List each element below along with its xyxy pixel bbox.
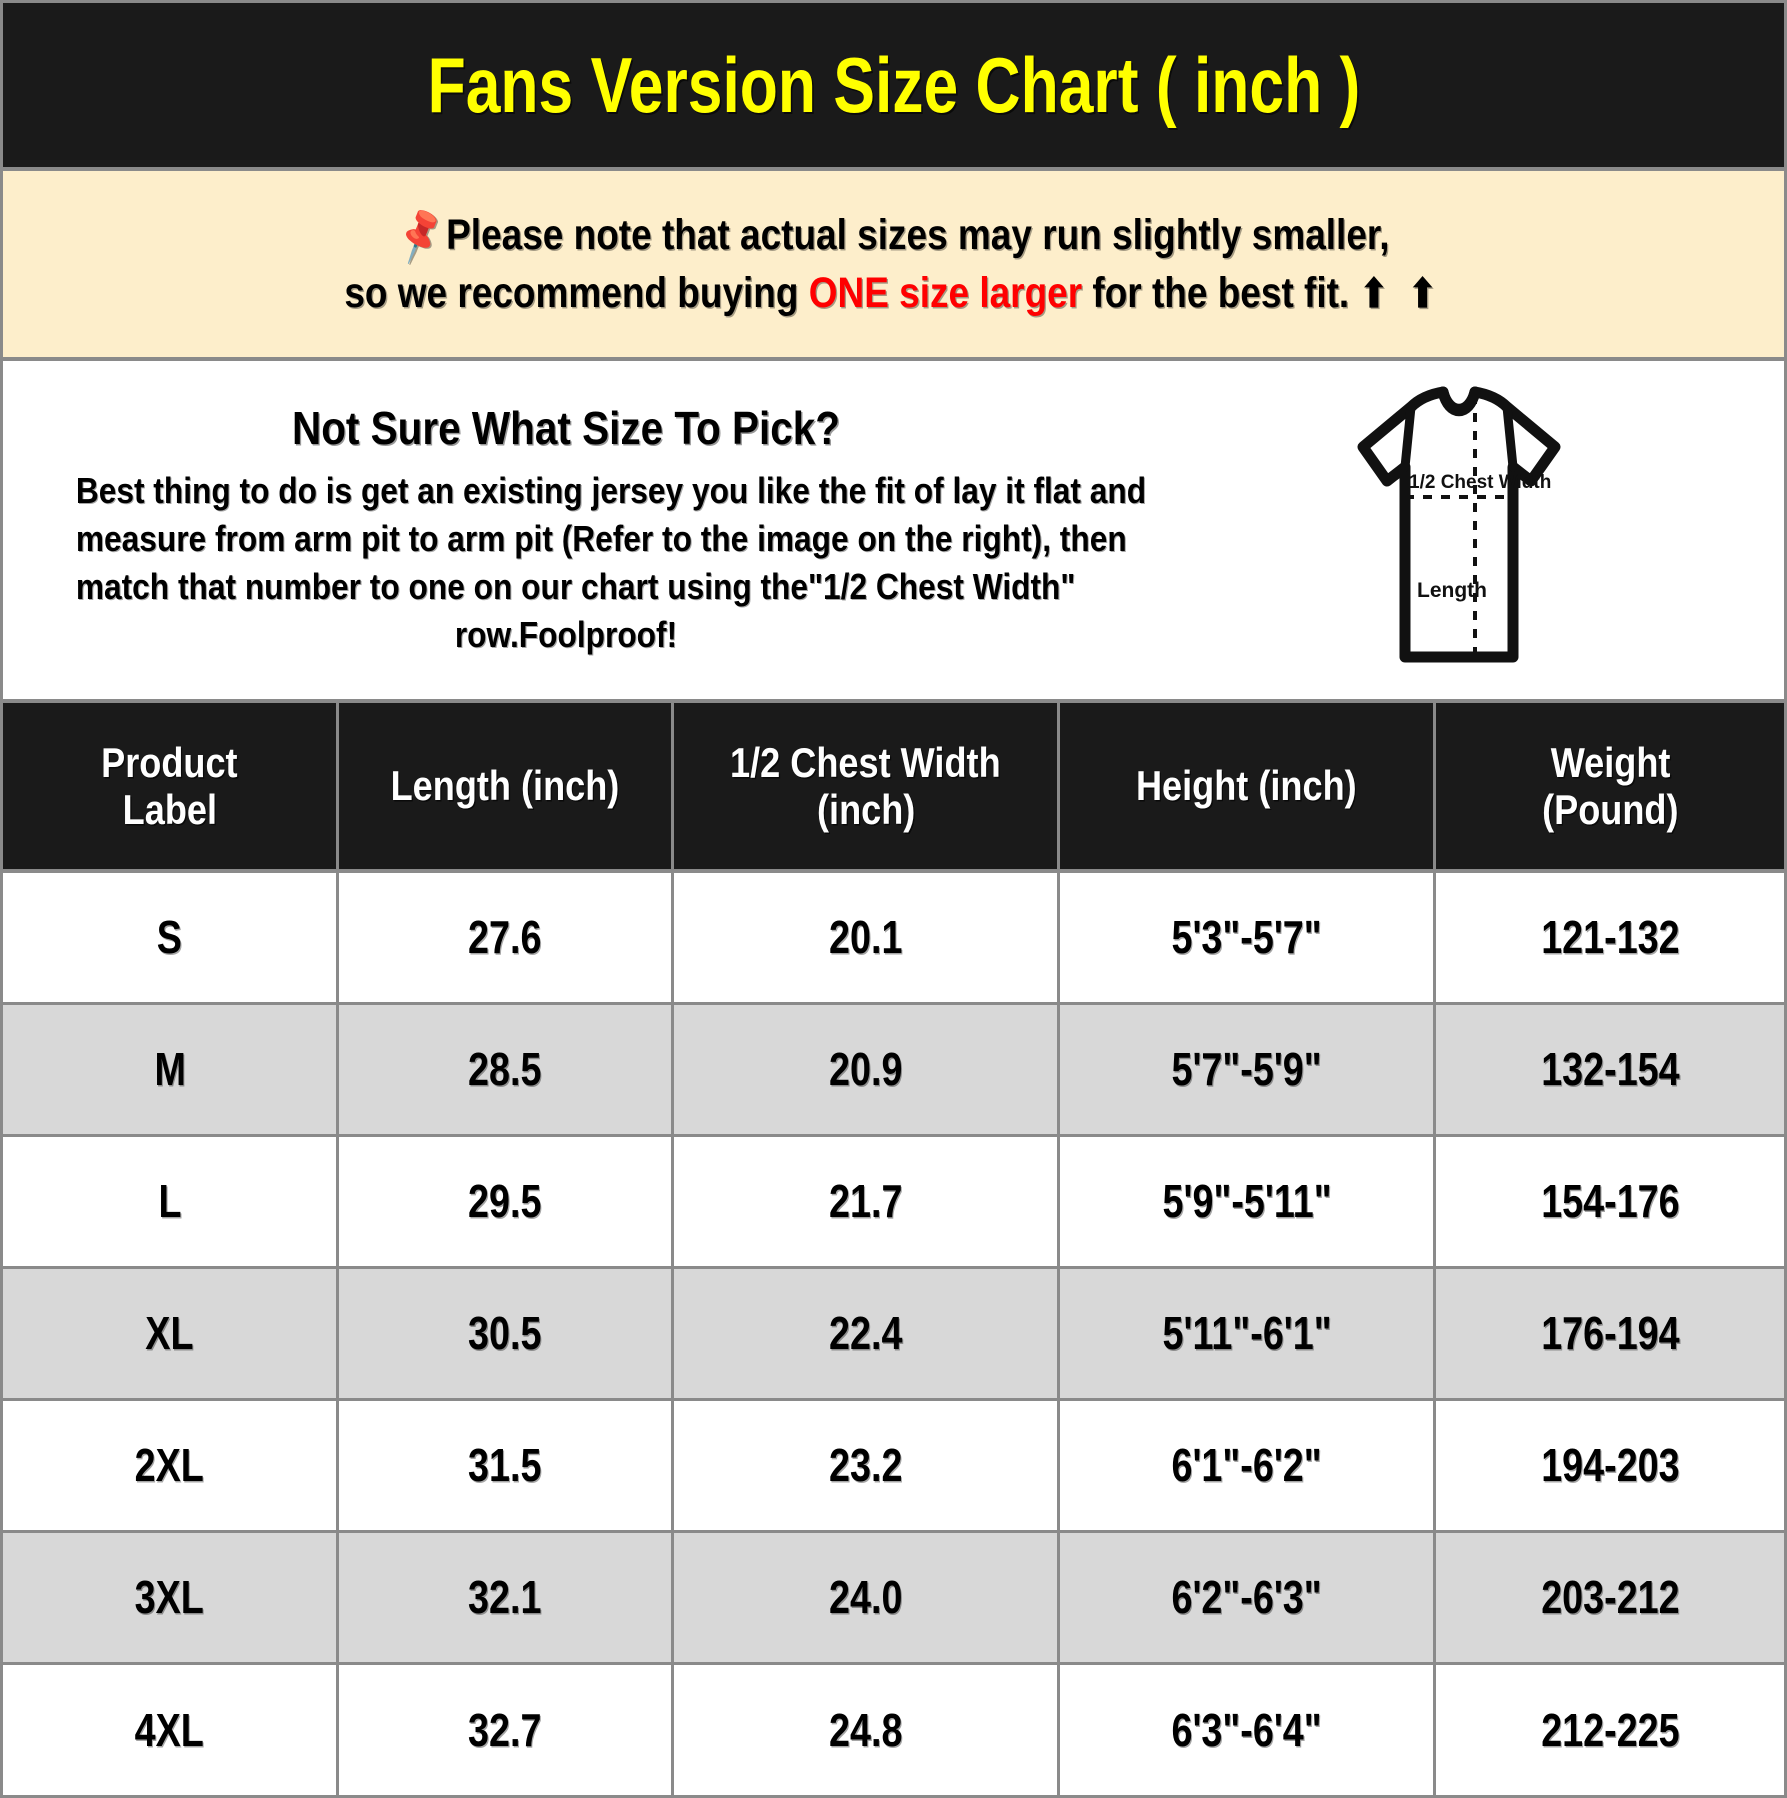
help-heading: Not Sure What Size To Pick? xyxy=(291,401,841,454)
cell-height: 6'1"-6'2" xyxy=(1058,1399,1437,1533)
help-body-line-4: row.Foolproof! xyxy=(454,614,678,656)
cell-length: 32.1 xyxy=(337,1531,675,1665)
cell-product-label: 2XL xyxy=(3,1399,340,1533)
cell-half-chest: 20.1 xyxy=(672,871,1061,1005)
note-line-2-suffix: for the best fit. xyxy=(1082,269,1360,317)
table-row: L 29.5 21.7 5'9"-5'11" 154-176 xyxy=(3,1135,1784,1269)
cell-length: 28.5 xyxy=(337,1003,675,1137)
cell-length: 31.5 xyxy=(337,1399,675,1533)
cell-product-label: 3XL xyxy=(3,1531,340,1665)
cell-weight: 132-154 xyxy=(1434,1003,1784,1137)
cell-half-chest: 22.4 xyxy=(672,1267,1061,1401)
table-row: 2XL 31.5 23.2 6'1"-6'2" 194-203 xyxy=(3,1399,1784,1533)
table-row: XL 30.5 22.4 5'11"-6'1" 176-194 xyxy=(3,1267,1784,1401)
length-label: Length xyxy=(1417,579,1487,602)
size-help-text: Not Sure What Size To Pick? Best thing t… xyxy=(3,395,1147,666)
cell-product-label: 4XL xyxy=(3,1663,340,1795)
cell-weight: 176-194 xyxy=(1434,1267,1784,1401)
cell-height: 5'7"-5'9" xyxy=(1058,1003,1437,1137)
tshirt-diagram-column: 1/2 Chest Width Length xyxy=(1133,361,1784,699)
cell-half-chest: 23.2 xyxy=(672,1399,1061,1533)
column-header-product-label: Product Label xyxy=(3,703,340,873)
tshirt-icon: 1/2 Chest Width Length xyxy=(1357,386,1560,663)
pushpin-icon: 📌 xyxy=(391,203,448,266)
cell-half-chest: 24.0 xyxy=(672,1531,1061,1665)
cell-length: 27.6 xyxy=(337,871,675,1005)
column-header-weight: Weight (Pound) xyxy=(1434,703,1784,873)
cell-length: 29.5 xyxy=(337,1135,675,1269)
note-line-2: so we recommend buying ONE size larger f… xyxy=(345,264,1443,322)
cell-half-chest: 20.9 xyxy=(672,1003,1061,1137)
column-header-height: Height (inch) xyxy=(1058,703,1437,873)
table-row: M 28.5 20.9 5'7"-5'9" 132-154 xyxy=(3,1003,1784,1137)
table-row: 4XL 32.7 24.8 6'3"-6'4" 212-225 xyxy=(3,1663,1784,1795)
cell-half-chest: 24.8 xyxy=(672,1663,1061,1795)
size-help-section: Not Sure What Size To Pick? Best thing t… xyxy=(3,361,1784,703)
cell-product-label: XL xyxy=(3,1267,340,1401)
note-emphasis: ONE size larger xyxy=(808,269,1083,317)
page-title: Fans Version Size Chart ( inch ) xyxy=(427,41,1360,129)
cell-height: 5'11"-6'1" xyxy=(1058,1267,1437,1401)
help-body-line-3: match that number to one on our chart us… xyxy=(75,566,1076,607)
note-line-1: 📌Please note that actual sizes may run s… xyxy=(392,203,1390,265)
column-header-length: Length (inch) xyxy=(337,703,675,873)
cell-height: 5'3"-5'7" xyxy=(1058,871,1437,1005)
table-row: 3XL 32.1 24.0 6'2"-6'3" 203-212 xyxy=(3,1531,1784,1665)
table-header-row: Product Label Length (inch) 1/2 Chest Wid… xyxy=(3,703,1784,873)
cell-height: 5'9"-5'11" xyxy=(1058,1135,1437,1269)
chest-width-label: 1/2 Chest Width xyxy=(1409,472,1551,493)
cell-product-label: L xyxy=(3,1135,340,1269)
cell-half-chest: 21.7 xyxy=(672,1135,1061,1269)
cell-product-label: M xyxy=(3,1003,340,1137)
cell-weight: 203-212 xyxy=(1434,1531,1784,1665)
size-chart-table: Product Label Length (inch) 1/2 Chest Wid… xyxy=(3,703,1784,1795)
cell-length: 32.7 xyxy=(337,1663,675,1795)
cell-weight: 121-132 xyxy=(1434,871,1784,1005)
size-note-banner: 📌Please note that actual sizes may run s… xyxy=(3,171,1784,361)
cell-length: 30.5 xyxy=(337,1267,675,1401)
chart-title-bar: Fans Version Size Chart ( inch ) xyxy=(3,3,1784,171)
cell-height: 6'3"-6'4" xyxy=(1058,1663,1437,1795)
cell-product-label: S xyxy=(3,871,340,1005)
note-line-1-text: Please note that actual sizes may run sl… xyxy=(446,210,1390,259)
cell-height: 6'2"-6'3" xyxy=(1058,1531,1437,1665)
cell-weight: 212-225 xyxy=(1434,1663,1784,1795)
note-line-2-prefix: so we recommend buying xyxy=(344,269,809,317)
up-arrow-icon: ⬆ ⬆ xyxy=(1359,272,1443,316)
column-header-half-chest-width: 1/2 Chest Width (inch) xyxy=(672,703,1061,873)
table-header: Product Label Length (inch) 1/2 Chest Wid… xyxy=(3,703,1784,873)
table-body: S 27.6 20.1 5'3"-5'7" 121-132 M 28.5 20.… xyxy=(3,871,1784,1795)
help-body-line-2: measure from arm pit to arm pit (Refer t… xyxy=(75,517,1127,559)
tshirt-diagram: 1/2 Chest Width Length xyxy=(1309,385,1609,675)
cell-weight: 194-203 xyxy=(1434,1399,1784,1533)
help-body-line-1: Best thing to do is get an existing jers… xyxy=(75,469,1147,511)
cell-weight: 154-176 xyxy=(1434,1135,1784,1269)
table-row: S 27.6 20.1 5'3"-5'7" 121-132 xyxy=(3,871,1784,1005)
